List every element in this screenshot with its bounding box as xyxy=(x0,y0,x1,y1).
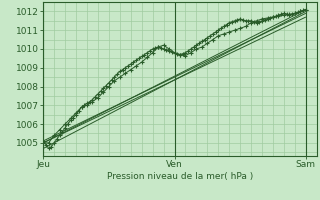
X-axis label: Pression niveau de la mer( hPa ): Pression niveau de la mer( hPa ) xyxy=(107,172,253,181)
